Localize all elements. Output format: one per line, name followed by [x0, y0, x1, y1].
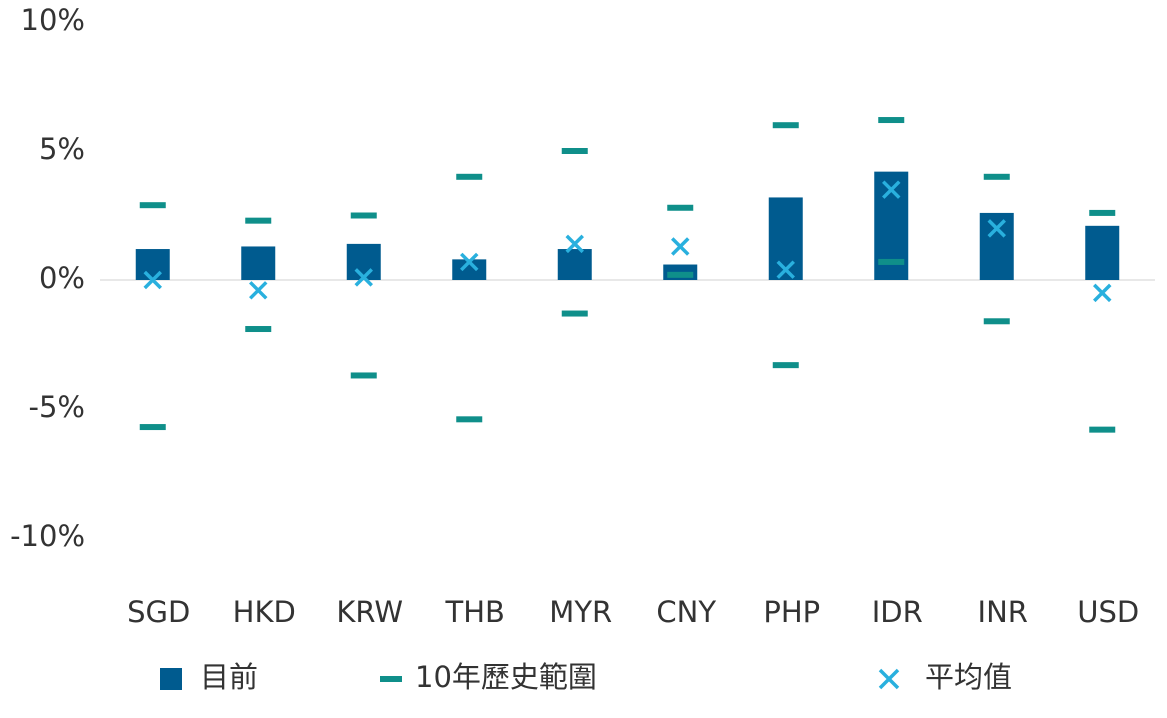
y-tick-label: 0%: [39, 261, 85, 295]
x-tick-label: SGD: [127, 595, 190, 629]
bar: [135, 249, 170, 280]
y-tick-label: 10%: [21, 3, 85, 37]
x-tick-label: IDR: [872, 595, 923, 629]
range-low: [245, 326, 272, 333]
x-tick-label: KRW: [336, 595, 403, 629]
range-low: [878, 258, 905, 265]
range-high: [878, 117, 905, 124]
range-low: [983, 318, 1010, 325]
y-tick-label: -10%: [10, 519, 85, 553]
range-high: [139, 202, 166, 209]
average-marker: [882, 180, 901, 199]
range-low: [1089, 426, 1116, 433]
legend-swatch: [380, 676, 402, 682]
x-tick-label: HKD: [233, 595, 296, 629]
range-high: [983, 173, 1010, 180]
range-high: [772, 122, 799, 129]
bar: [557, 249, 592, 280]
average-marker: [1093, 283, 1112, 303]
average-marker: [460, 252, 479, 272]
average-marker: [671, 237, 690, 256]
x-tick-label: MYR: [549, 595, 612, 629]
bar: [241, 246, 276, 280]
legend-label: 平均值: [925, 660, 1012, 694]
average-marker: [565, 234, 584, 254]
range-low: [456, 416, 483, 423]
average-marker: [249, 281, 268, 300]
x-tick-label: USD: [1077, 595, 1139, 629]
bar: [768, 197, 803, 280]
range-low: [350, 372, 377, 379]
bar: [979, 212, 1014, 280]
range-low: [561, 310, 588, 317]
range-high: [350, 212, 377, 219]
average-marker: [776, 260, 795, 279]
range-low: [772, 362, 799, 369]
bar: [1085, 225, 1120, 280]
bar: [346, 243, 381, 280]
legend-swatch: [160, 668, 182, 690]
range-low: [667, 271, 694, 278]
legend-label: 10年歷史範圍: [415, 660, 597, 694]
average-marker: [987, 219, 1006, 238]
range-low: [139, 424, 166, 431]
x-tick-label: INR: [978, 595, 1028, 629]
y-tick-label: 5%: [39, 132, 85, 166]
range-high: [561, 148, 588, 154]
range-high: [245, 217, 272, 224]
range-high: [456, 173, 483, 180]
x-tick-label: CNY: [656, 595, 716, 629]
x-tick-label: PHP: [763, 595, 820, 629]
bar: [452, 259, 487, 280]
legend-swatch: [878, 668, 900, 690]
range-high: [1089, 209, 1116, 216]
x-tick-label: THB: [445, 595, 505, 629]
average-marker: [354, 268, 373, 287]
legend-label: 目前: [200, 660, 258, 694]
y-tick-label: -5%: [29, 390, 85, 424]
average-marker: [143, 270, 162, 290]
range-high: [667, 204, 694, 211]
